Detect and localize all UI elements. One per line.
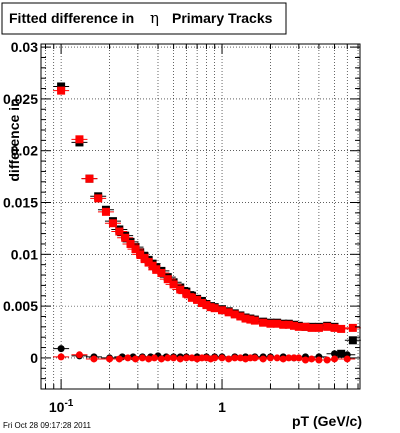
- data-point: [279, 355, 287, 363]
- data-point: [187, 293, 196, 302]
- data-point: [202, 301, 211, 310]
- data-point: [308, 355, 316, 363]
- y-tick-label: 0.03: [11, 39, 38, 55]
- data-point: [176, 355, 184, 363]
- data-point: [85, 174, 94, 183]
- data-point: [197, 299, 206, 308]
- data-point: [348, 336, 357, 345]
- title-box: [1, 2, 287, 35]
- data-point: [182, 289, 191, 298]
- data-point: [136, 250, 145, 259]
- y-tick-label: 0.005: [3, 298, 38, 314]
- plot-frame: [40, 43, 361, 390]
- data-point: [75, 351, 83, 359]
- data-point: [323, 322, 332, 331]
- data-point: [218, 354, 226, 362]
- data-point: [108, 219, 117, 228]
- data-point: [145, 355, 153, 363]
- data-point: [57, 345, 65, 353]
- tick-labels: 0 0.005 0.01 0.015 0.02 0.025 0.03 10-1 1: [3, 39, 226, 415]
- data-point: [218, 306, 227, 315]
- data-point: [259, 355, 267, 363]
- data-point: [131, 245, 140, 254]
- data-point: [230, 310, 239, 319]
- data-point: [170, 354, 178, 362]
- data-point: [90, 355, 98, 363]
- data-point: [57, 353, 65, 361]
- data-point: [236, 354, 244, 362]
- data-point: [241, 314, 250, 323]
- data-point: [157, 355, 165, 363]
- chart-title: Fitted difference in: [9, 10, 134, 26]
- data-point: [259, 318, 268, 327]
- x-tick-label: 1: [218, 399, 226, 415]
- data-point: [188, 354, 196, 362]
- y-tick-label: 0.01: [11, 246, 38, 262]
- data-point: [301, 322, 310, 331]
- data-point: [150, 354, 158, 362]
- data-point: [115, 355, 123, 363]
- data-points: [53, 82, 361, 364]
- grid-lines: [41, 44, 360, 389]
- data-point: [121, 233, 130, 242]
- data-point: [57, 86, 66, 95]
- data-point: [289, 321, 298, 330]
- axis-ticks: [41, 44, 360, 390]
- y-tick-label: 0.025: [3, 91, 38, 107]
- data-point: [331, 350, 339, 358]
- y-tick-label: 0: [30, 350, 38, 366]
- data-point: [236, 312, 245, 321]
- data-point: [140, 254, 149, 263]
- y-tick-label: 0.015: [3, 195, 38, 211]
- data-point: [94, 194, 103, 203]
- data-point: [132, 355, 140, 363]
- data-point: [250, 316, 259, 325]
- y-axis-title: difference in: [6, 98, 22, 181]
- data-point: [57, 82, 66, 91]
- data-point: [115, 227, 124, 236]
- data-point: [101, 207, 110, 216]
- data-point: [163, 275, 172, 284]
- data-point: [169, 280, 178, 289]
- data-point: [331, 355, 339, 363]
- x-axis-title: pT (GeV/c): [292, 413, 362, 429]
- data-point: [330, 323, 339, 332]
- data-point: [152, 265, 161, 274]
- data-point: [148, 261, 157, 270]
- title-eta-symbol: η: [150, 9, 159, 27]
- data-point: [224, 308, 233, 317]
- data-point: [157, 268, 166, 277]
- data-point: [273, 319, 282, 328]
- data-point: [210, 304, 219, 313]
- data-point: [314, 323, 323, 332]
- data-point: [348, 323, 357, 332]
- data-point: [251, 354, 259, 362]
- data-point: [124, 354, 132, 362]
- data-point: [315, 356, 323, 364]
- y-tick-label: 0.02: [11, 143, 38, 159]
- data-point: [75, 135, 84, 144]
- data-point: [246, 315, 255, 324]
- data-point: [193, 295, 202, 304]
- data-point: [323, 356, 331, 364]
- data-point: [301, 356, 309, 364]
- data-point: [273, 354, 281, 362]
- x-tick-label: 10-1: [49, 398, 74, 415]
- data-point: [284, 320, 293, 329]
- data-point: [126, 239, 135, 248]
- data-point: [138, 354, 146, 362]
- data-point: [337, 324, 346, 333]
- data-point: [343, 355, 351, 363]
- data-point: [225, 355, 233, 363]
- timestamp: Fri Oct 28 09:17:28 2011: [3, 421, 91, 430]
- data-point: [106, 355, 114, 363]
- chart-title-suffix: Primary Tracks: [172, 10, 273, 26]
- data-point: [176, 285, 185, 294]
